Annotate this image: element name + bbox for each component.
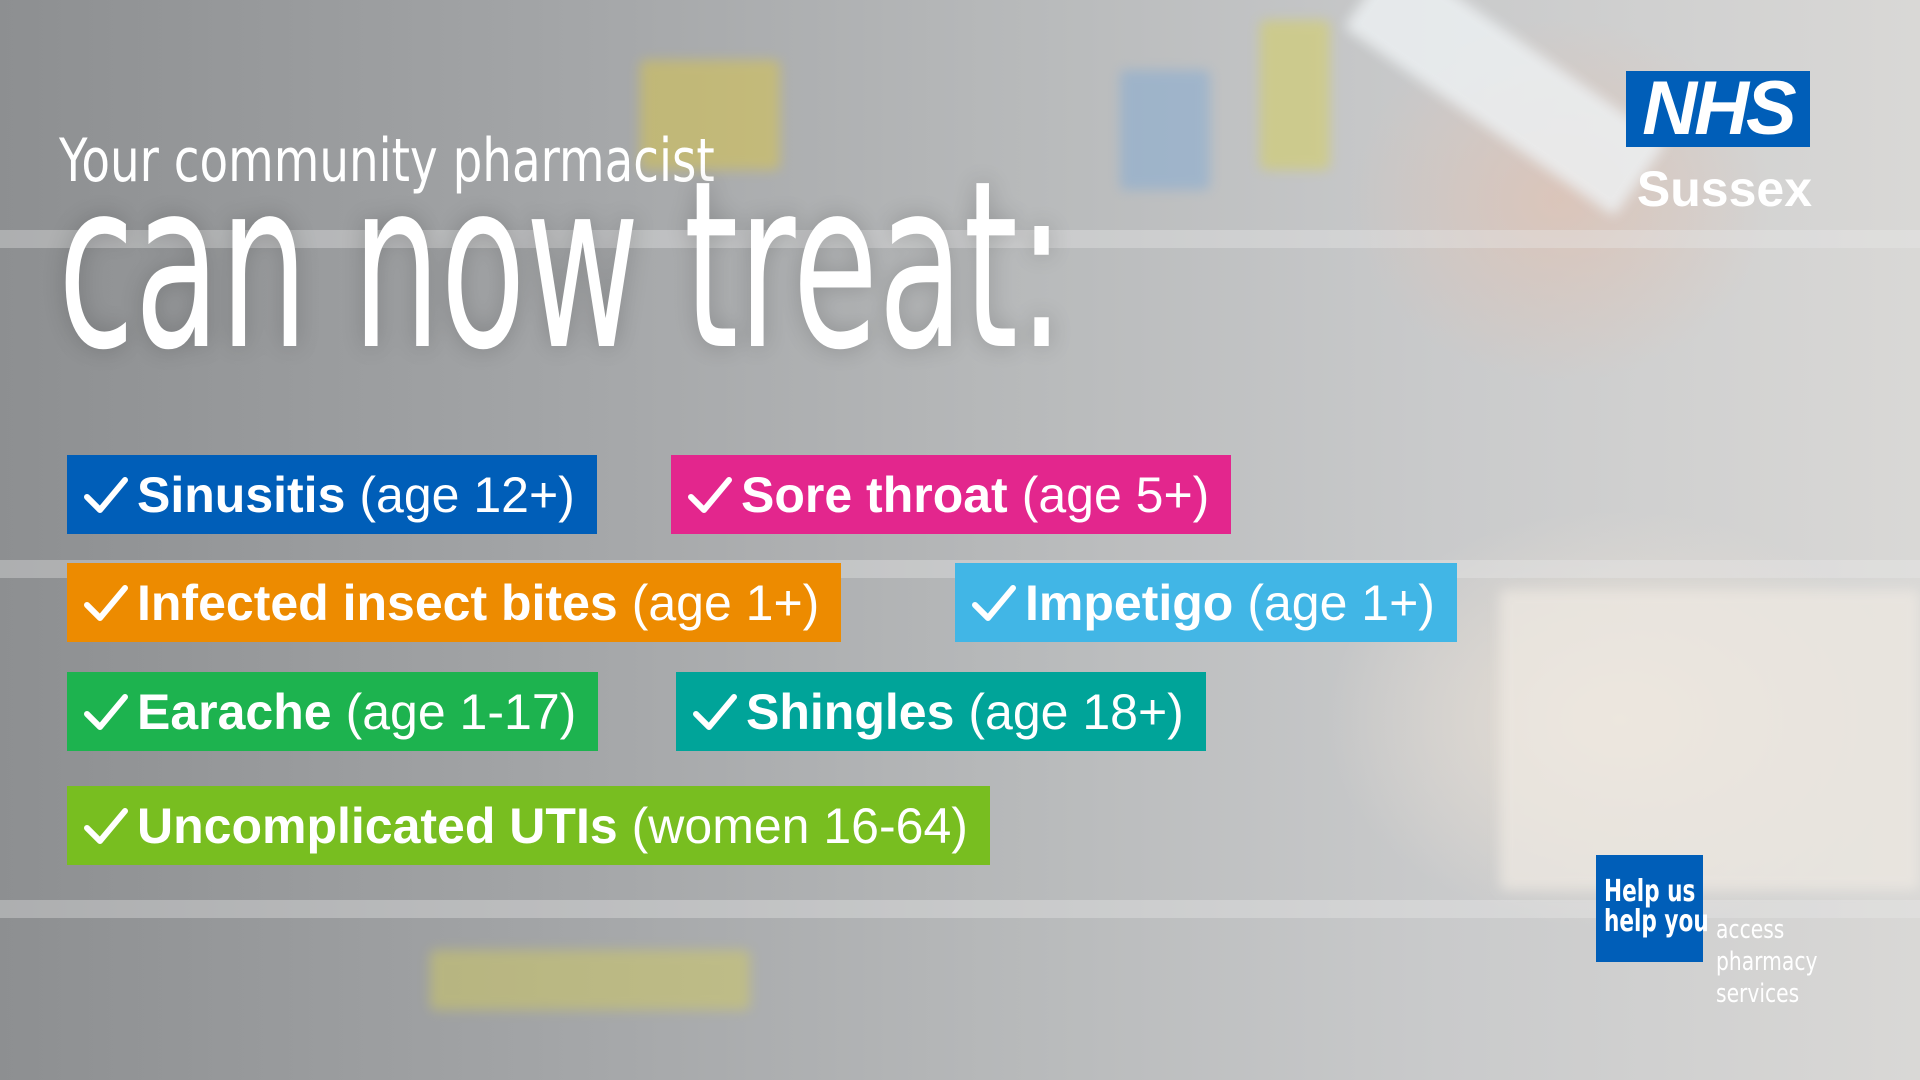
treatment-name: Sinusitis [137, 466, 346, 523]
background-shelf [0, 230, 1920, 248]
treatment-pill: Impetigo (age 1+) [955, 563, 1457, 642]
caption-line: pharmacy [1716, 947, 1818, 977]
treatment-detail: (age 18+) [968, 683, 1184, 740]
check-icon [693, 693, 737, 730]
badge-line: Help us [1604, 874, 1696, 909]
treatment-name: Infected insect bites [137, 574, 618, 631]
subtitle: Your community pharmacist [59, 126, 715, 196]
treatment-name: Sore throat [741, 466, 1008, 523]
nhs-region: Sussex [1636, 161, 1812, 217]
check-icon [84, 584, 128, 621]
badge-line: help you [1604, 904, 1709, 939]
treatment-name: Uncomplicated UTIs [137, 797, 618, 854]
treatment-name: Impetigo [1025, 574, 1234, 631]
treatment-detail: (age 5+) [1021, 466, 1210, 523]
treatment-name: Earache [137, 683, 332, 740]
background-box [1344, 0, 1666, 217]
caption-line: access [1716, 915, 1785, 945]
treatment-detail: (age 1-17) [345, 683, 577, 740]
treatment-name: Shingles [746, 683, 955, 740]
check-icon [84, 693, 128, 730]
background-shelf [0, 900, 1920, 918]
background-item [1120, 70, 1210, 190]
treatment-pill: Sore throat (age 5+) [671, 455, 1232, 534]
badge-caption: access pharmacy services [1716, 914, 1833, 1010]
background-item [640, 60, 780, 170]
title: can now treat: [58, 131, 1065, 401]
treatment-detail: (age 12+) [359, 466, 575, 523]
treatment-pill: Shingles (age 18+) [676, 672, 1206, 751]
treatment-detail: (age 1+) [631, 574, 820, 631]
nhs-logo: NHS [1626, 71, 1810, 147]
check-icon [84, 807, 128, 844]
check-icon [972, 584, 1016, 621]
treatment-detail: (women 16-64) [631, 797, 968, 854]
background-item [1260, 20, 1330, 170]
caption-line: services [1716, 979, 1800, 1009]
background-item [430, 950, 750, 1010]
check-icon [688, 476, 732, 513]
treatment-pill: Earache (age 1-17) [67, 672, 599, 751]
treatment-pill: Uncomplicated UTIs (women 16-64) [67, 786, 990, 865]
help-us-badge: Help us help you [1596, 855, 1709, 962]
treatment-pill: Sinusitis (age 12+) [67, 455, 597, 534]
background-basket [1500, 590, 1920, 890]
check-icon [84, 476, 128, 513]
treatment-detail: (age 1+) [1247, 574, 1435, 631]
treatment-pill: Infected insect bites (age 1+) [67, 563, 842, 642]
